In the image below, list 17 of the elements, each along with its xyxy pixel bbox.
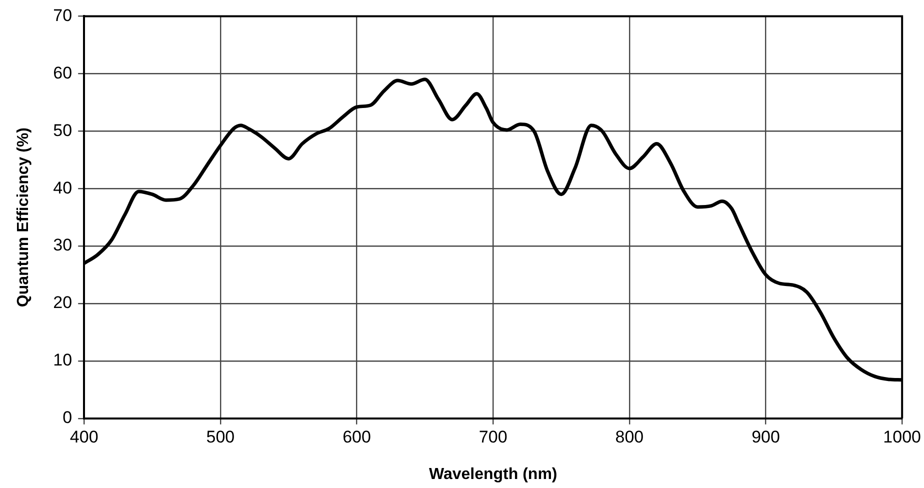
- y-tick-label: 0: [62, 408, 72, 428]
- x-tick-label: 400: [70, 427, 98, 446]
- y-axis-title: Quantum Efficiency (%): [15, 128, 32, 308]
- x-tick-label: 700: [478, 427, 508, 446]
- y-tick-label: 60: [53, 63, 72, 82]
- y-tick-label: 10: [53, 350, 72, 370]
- x-tick-label: 1000: [883, 427, 922, 446]
- y-tick-label: 70: [53, 6, 72, 25]
- y-tick-label: 40: [53, 178, 72, 198]
- x-axis-title: Wavelength (nm): [428, 466, 558, 483]
- x-tick-label: 500: [206, 427, 235, 446]
- x-tick-label: 800: [615, 427, 644, 446]
- x-tick-label: 600: [342, 427, 371, 446]
- y-tick-label: 50: [53, 120, 72, 140]
- y-tick-label: 30: [53, 236, 72, 255]
- x-tick-label: 900: [752, 427, 780, 446]
- y-tick-label: 20: [53, 293, 72, 312]
